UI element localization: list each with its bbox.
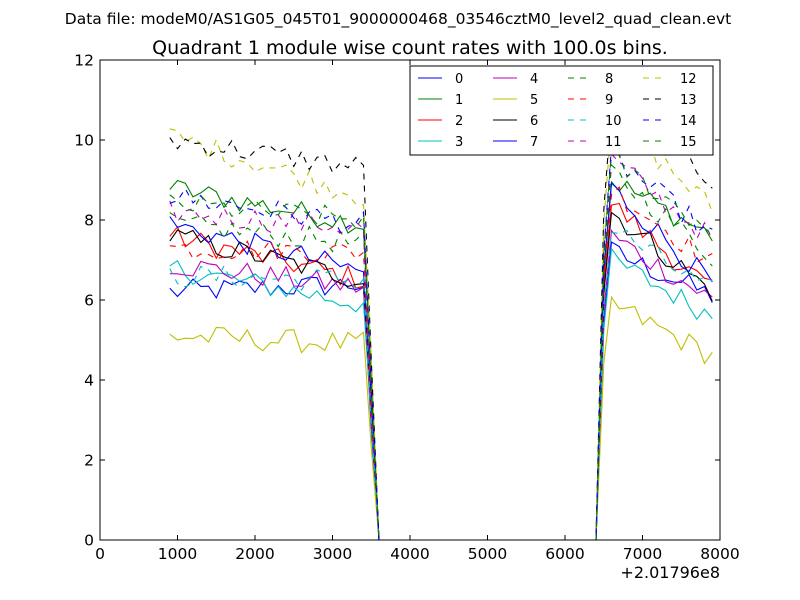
legend-label-14: 14	[680, 114, 697, 129]
legend-label-1: 1	[455, 93, 463, 108]
y-tick-label: 2	[84, 452, 94, 470]
legend-box	[409, 65, 714, 156]
x-tick-label: 6000	[545, 545, 584, 563]
legend-label-4: 4	[530, 72, 538, 87]
legend-label-8: 8	[605, 72, 613, 87]
series-line-4	[169, 229, 713, 541]
series-line-10	[169, 229, 713, 541]
series-line-15	[169, 149, 713, 541]
x-tick-label: 4000	[390, 545, 429, 563]
y-tick-label: 0	[84, 532, 94, 550]
chart-title: Quadrant 1 module wise count rates with …	[152, 37, 668, 59]
series-line-0	[169, 241, 713, 541]
y-tick-label: 6	[84, 292, 94, 310]
series-line-11	[169, 152, 713, 541]
legend-label-12: 12	[680, 72, 697, 87]
legend-label-13: 13	[680, 93, 697, 108]
legend-label-11: 11	[605, 135, 622, 150]
x-tick-label: 5000	[468, 545, 507, 563]
legend-label-7: 7	[530, 135, 538, 150]
plot-lines	[169, 96, 713, 541]
x-axis-offset-label: +2.01796e8	[620, 563, 720, 582]
series-line-5	[169, 295, 713, 541]
legend-label-9: 9	[605, 93, 613, 108]
series-line-6	[169, 211, 713, 541]
x-tick-label: 7000	[623, 545, 662, 563]
y-tick-label: 12	[74, 52, 94, 70]
x-tick-label: 0	[95, 545, 105, 563]
legend-label-2: 2	[455, 114, 463, 129]
legend-label-10: 10	[605, 114, 622, 129]
legend-label-3: 3	[455, 135, 463, 150]
data-file-label: Data file: modeM0/AS1G05_045T01_90000004…	[65, 10, 731, 29]
y-tick-label: 4	[84, 372, 94, 390]
x-tick-label: 2000	[235, 545, 274, 563]
x-tick-label: 8000	[700, 545, 739, 563]
y-tick-label: 10	[74, 132, 94, 150]
legend-label-6: 6	[530, 114, 538, 129]
axis-ticks: 0 1000 2000 3000 4000 5000 6000 7000 80000246810…	[74, 52, 739, 564]
legend-label-5: 5	[530, 93, 538, 108]
series-line-3	[169, 247, 713, 541]
series-line-9	[169, 186, 713, 541]
legend-label-0: 0	[455, 72, 463, 87]
x-tick-label: 3000	[313, 545, 352, 563]
series-line-12	[169, 110, 713, 541]
series-line-7	[169, 182, 713, 541]
series-line-8	[169, 163, 713, 541]
x-tick-label: 1000	[158, 545, 197, 563]
legend-label-15: 15	[680, 135, 697, 150]
y-tick-label: 8	[84, 212, 94, 230]
